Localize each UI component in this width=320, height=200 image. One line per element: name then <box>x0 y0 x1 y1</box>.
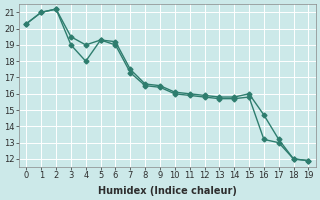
X-axis label: Humidex (Indice chaleur): Humidex (Indice chaleur) <box>98 186 237 196</box>
